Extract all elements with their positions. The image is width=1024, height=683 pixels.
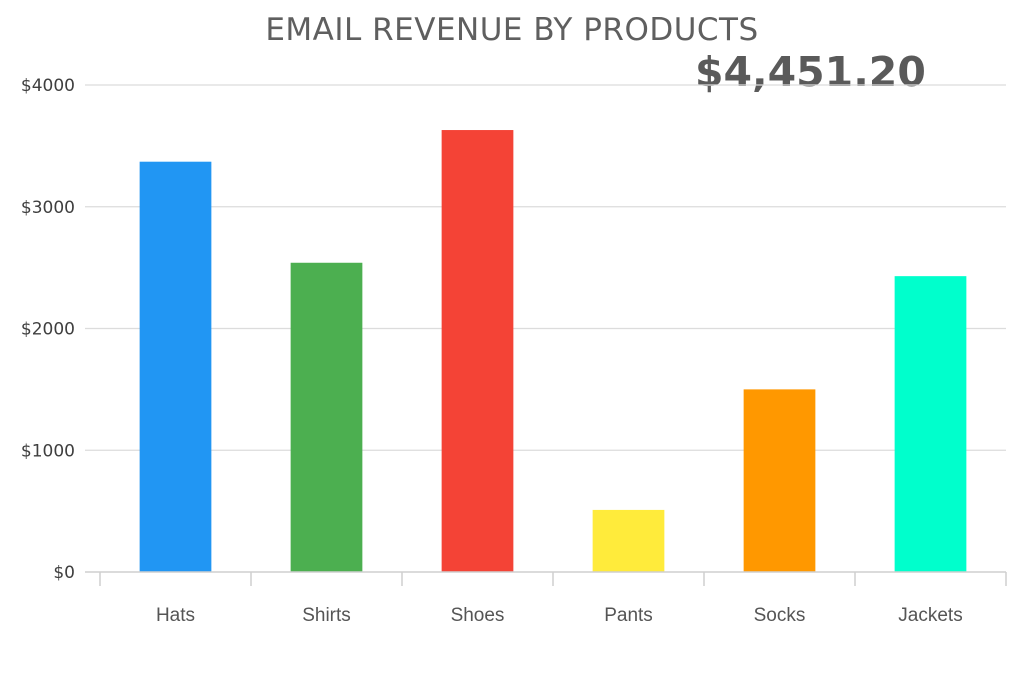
bars bbox=[139, 130, 967, 573]
x-tick-label: Jackets bbox=[898, 605, 962, 626]
chart-title: EMAIL REVENUE BY PRODUCTS bbox=[265, 12, 759, 48]
x-tick-label: Shirts bbox=[302, 605, 351, 626]
x-tick-label: Socks bbox=[754, 605, 806, 626]
grid-lines bbox=[85, 84, 1006, 451]
bar-jackets bbox=[894, 276, 967, 572]
bar-hats bbox=[139, 161, 212, 572]
x-axis bbox=[85, 571, 1007, 586]
y-tick-label: $0 bbox=[53, 563, 75, 583]
y-tick-label: $4000 bbox=[21, 76, 75, 96]
y-tick-label: $3000 bbox=[21, 198, 75, 218]
x-tick-label: Pants bbox=[604, 605, 653, 626]
x-tick-label: Shoes bbox=[451, 605, 505, 626]
bar-pants bbox=[592, 509, 665, 572]
bar-socks bbox=[743, 389, 816, 572]
x-tick-labels: Hats Shirts Shoes Pants Socks Jackets bbox=[156, 605, 963, 626]
y-tick-label: $1000 bbox=[21, 441, 75, 461]
y-axis: $0 $1000 $2000 $3000 $4000 bbox=[21, 76, 75, 583]
bar-shoes bbox=[441, 130, 514, 573]
x-tick-label: Hats bbox=[156, 605, 195, 626]
total-revenue-value: $4,451.20 bbox=[695, 48, 926, 96]
y-tick-label: $2000 bbox=[21, 320, 75, 340]
bar-shirts bbox=[290, 262, 363, 572]
